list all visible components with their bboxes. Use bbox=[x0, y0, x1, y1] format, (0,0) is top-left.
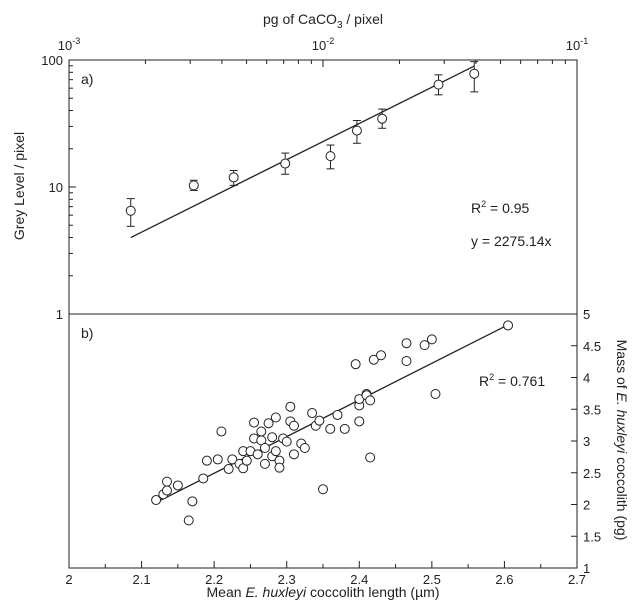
panel-b-point bbox=[368, 354, 379, 365]
left-axis: 1 10 100 bbox=[41, 53, 76, 322]
panel-b-point bbox=[299, 442, 310, 453]
left-axis-label: Grey Level / pixel bbox=[11, 132, 27, 240]
panel-b-point bbox=[212, 454, 223, 465]
panel-b-point bbox=[332, 409, 343, 420]
panel-a-label: a) bbox=[81, 71, 93, 87]
bottom-axis: 2 2.1 2.2 2.3 2.4 2.5 2.6 2.7 bbox=[65, 561, 586, 587]
right-axis-tick-label: 1.5 bbox=[583, 529, 601, 544]
panel-b-point bbox=[339, 423, 350, 434]
panel-b-point bbox=[365, 395, 376, 406]
panel-b-point bbox=[314, 415, 325, 426]
bottom-axis-tick-label: 2.4 bbox=[350, 572, 368, 587]
left-axis-tick-label: 1 bbox=[56, 307, 63, 322]
right-axis-tick-label: 3.5 bbox=[583, 402, 601, 417]
panel-b-point bbox=[198, 473, 209, 484]
panel-b-point bbox=[161, 476, 172, 487]
right-axis-label: Mass of E. huxleyi coccolith (pg) bbox=[614, 340, 630, 541]
bottom-axis-tick-label: 2.2 bbox=[205, 572, 223, 587]
left-axis-tick-label: 10 bbox=[49, 180, 63, 195]
panel-a-point bbox=[377, 113, 388, 124]
panel-b-point bbox=[241, 455, 252, 466]
panel-b-point bbox=[216, 426, 227, 437]
panel-b-point bbox=[263, 418, 274, 429]
bottom-axis-tick-label: 2.5 bbox=[423, 572, 441, 587]
right-axis-tick-label: 2.5 bbox=[583, 466, 601, 481]
panel-b-point bbox=[151, 495, 162, 506]
panel-b-point bbox=[259, 442, 270, 453]
panel-b-point bbox=[288, 420, 299, 431]
panel-a-r2: R2 = 0.95 bbox=[471, 199, 530, 216]
panel-a-point bbox=[228, 172, 239, 183]
panel-b-point bbox=[256, 426, 267, 437]
panel-b-point bbox=[201, 455, 212, 466]
panel-a-series bbox=[125, 61, 480, 239]
right-axis-tick-label: 4 bbox=[583, 371, 590, 386]
panel-b-point bbox=[376, 350, 387, 361]
bottom-axis-label: Mean E. huxleyi coccolith length (µm) bbox=[207, 584, 440, 600]
panel-b-point bbox=[318, 484, 328, 495]
right-axis-tick-label: 3 bbox=[583, 434, 590, 449]
panel-b-point bbox=[365, 452, 376, 463]
panel-a-point bbox=[280, 158, 291, 169]
panel-a-point bbox=[469, 68, 480, 79]
panel-a-point bbox=[433, 79, 444, 90]
bottom-axis-tick-label: 2 bbox=[65, 572, 72, 587]
panel-b-point bbox=[430, 389, 441, 400]
panel-b-fit-line bbox=[155, 324, 509, 504]
right-axis-tick-label: 4.5 bbox=[583, 339, 601, 354]
panel-b-point bbox=[172, 480, 183, 491]
bottom-axis-tick-label: 2.7 bbox=[568, 572, 586, 587]
top-axis-tick-label: 10-3 bbox=[58, 36, 80, 53]
panel-b-point bbox=[249, 417, 260, 428]
panel-b-point bbox=[401, 355, 412, 366]
panel-b-point bbox=[187, 496, 198, 507]
panel-b-point bbox=[419, 340, 430, 351]
panel-b-point bbox=[183, 515, 194, 526]
panel-b-point bbox=[252, 449, 263, 460]
panel-a-fit-line bbox=[130, 65, 475, 239]
panel-b-point bbox=[267, 432, 278, 443]
left-axis-tick-label: 100 bbox=[41, 53, 63, 68]
panel-b-frame bbox=[68, 313, 578, 569]
top-axis-tick-label: 10-1 bbox=[566, 36, 588, 53]
bottom-axis-tick-label: 2.3 bbox=[278, 572, 296, 587]
panel-a-point bbox=[325, 151, 336, 162]
panel-b-series bbox=[151, 320, 514, 526]
panel-b-point bbox=[270, 412, 281, 423]
bottom-axis-tick-label: 2.6 bbox=[495, 572, 513, 587]
panel-b-point bbox=[259, 458, 270, 469]
right-axis-tick-label: 2 bbox=[583, 498, 590, 513]
panel-b-point bbox=[401, 338, 412, 349]
panel-b-point bbox=[285, 401, 296, 412]
panel-b-point bbox=[307, 408, 318, 419]
top-axis-label: pg of CaCO3 / pixel bbox=[263, 11, 383, 31]
top-axis-tick-label: 10-2 bbox=[312, 36, 334, 53]
panel-b-point bbox=[354, 416, 365, 427]
panel-b-point bbox=[270, 446, 281, 457]
panel-b-point bbox=[350, 359, 361, 370]
panel-b-point bbox=[426, 334, 437, 345]
panel-b-point bbox=[227, 454, 238, 465]
panel-b-point bbox=[223, 463, 234, 474]
panel-b-point bbox=[281, 436, 292, 447]
bottom-axis-tick-label: 2.1 bbox=[133, 572, 151, 587]
panel-b-point bbox=[274, 462, 285, 473]
panel-a-point bbox=[351, 125, 362, 136]
panel-b-point bbox=[161, 485, 172, 496]
panel-a-point bbox=[188, 180, 199, 191]
panel-b-point bbox=[503, 320, 514, 331]
panel-a-equation: y = 2275.14x bbox=[471, 233, 552, 249]
panel-a-frame bbox=[68, 59, 578, 315]
top-axis: 10-3 10-2 10-1 bbox=[58, 36, 588, 67]
right-axis-tick-label: 1 bbox=[583, 561, 590, 576]
panel-b-r2: R2 = 0.761 bbox=[479, 372, 545, 389]
right-axis: 1 1.5 2 2.5 3 3.5 4 4.5 5 bbox=[571, 307, 601, 576]
panel-b-point bbox=[288, 449, 299, 460]
panel-b-point bbox=[325, 423, 336, 434]
panel-a-point bbox=[125, 205, 136, 216]
right-axis-tick-label: 5 bbox=[583, 307, 590, 322]
panel-b-label: b) bbox=[81, 325, 93, 341]
